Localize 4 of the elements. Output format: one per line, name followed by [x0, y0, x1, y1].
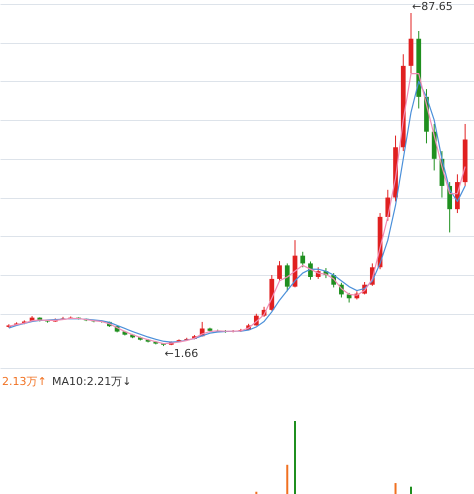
annotation: ←87.65: [412, 0, 453, 13]
text: MA10:2.21万↓: [52, 375, 132, 388]
annotation: ←1.66: [164, 347, 198, 360]
text: 2.13万↑: [2, 375, 47, 388]
